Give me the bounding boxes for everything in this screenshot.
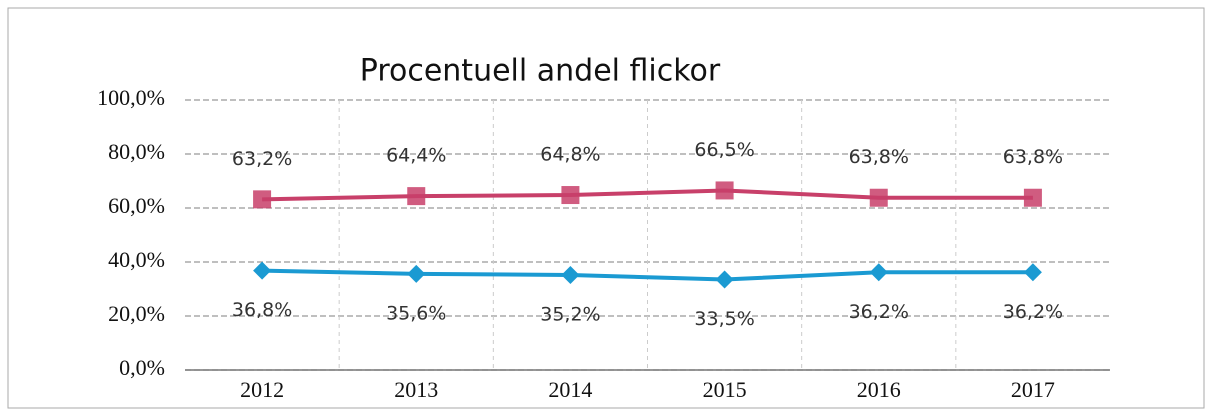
data-label: 63,8% (1003, 146, 1063, 168)
marker (715, 270, 734, 289)
marker (253, 190, 272, 209)
marker (253, 261, 272, 280)
data-label: 63,8% (849, 146, 909, 168)
marker (1023, 188, 1042, 207)
data-label: 64,4% (386, 145, 446, 167)
x-tick-label: 2014 (548, 377, 592, 402)
marker (869, 263, 888, 282)
series-line (262, 268, 1033, 282)
chart-border (7, 7, 1205, 409)
marker (1023, 263, 1042, 282)
x-tick-label: 2012 (240, 377, 284, 402)
chart-title: Procentuell andel flickor (360, 54, 721, 89)
marker (715, 181, 734, 200)
y-tick-label: 0,0% (119, 355, 165, 380)
marker (561, 186, 580, 205)
data-label: 35,2% (540, 303, 600, 325)
data-label: 36,2% (1003, 301, 1063, 323)
x-tick-label: 2016 (857, 377, 901, 402)
marker (407, 264, 426, 283)
y-tick-label: 60,0% (108, 193, 165, 218)
data-label: 35,6% (386, 302, 446, 324)
series-line (262, 188, 1033, 202)
marker (407, 187, 426, 206)
x-tick-label: 2015 (703, 377, 747, 402)
marker (869, 188, 888, 207)
marker (561, 265, 580, 284)
x-tick-label: 2017 (1011, 377, 1055, 402)
data-label: 63,2% (232, 148, 292, 170)
x-tick-label: 2013 (394, 377, 438, 402)
data-label: 36,8% (232, 299, 292, 321)
y-tick-label: 80,0% (108, 139, 165, 164)
data-label: 33,5% (694, 308, 754, 330)
y-tick-label: 20,0% (108, 301, 165, 326)
data-label: 64,8% (540, 144, 600, 166)
data-label: 36,2% (849, 301, 909, 323)
data-label: 66,5% (694, 139, 754, 161)
y-tick-label: 40,0% (108, 247, 165, 272)
y-tick-label: 100,0% (97, 85, 165, 110)
